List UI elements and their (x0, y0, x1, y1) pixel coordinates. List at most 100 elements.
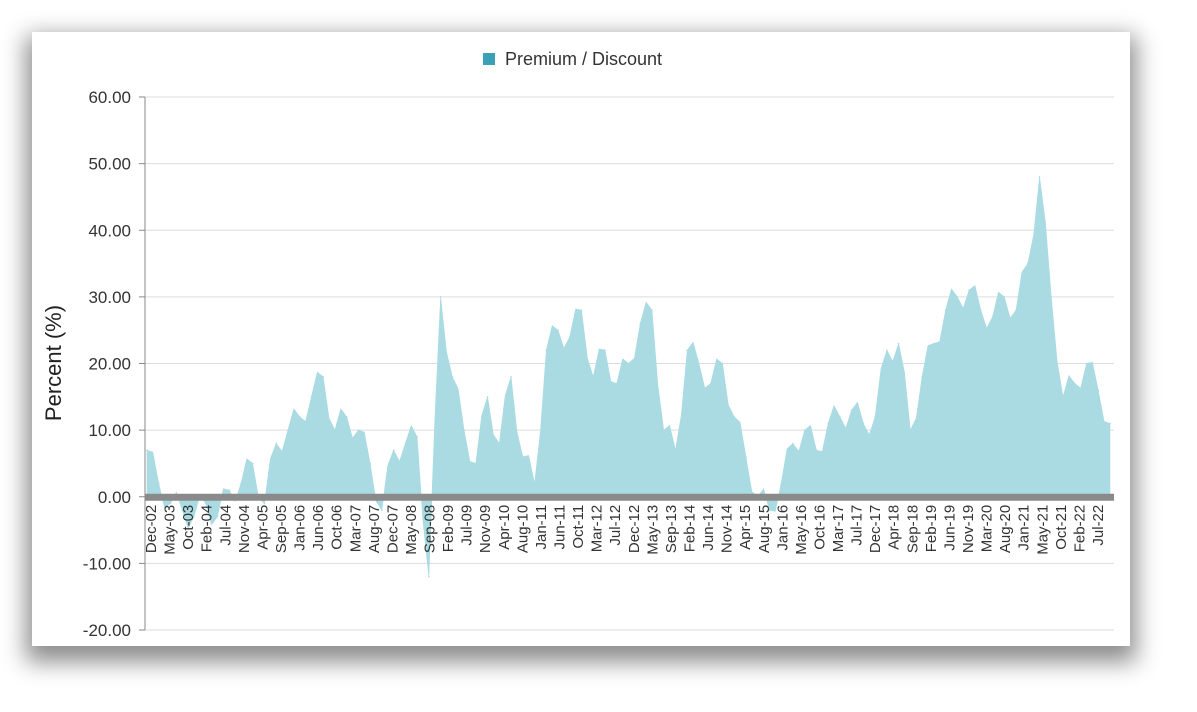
data-point (662, 429, 665, 431)
x-tick-label: Jul-22 (1090, 505, 1107, 546)
data-point (874, 416, 876, 418)
x-tick-label: Oct-16 (811, 505, 828, 550)
x-tick-label: Jul-17 (849, 505, 866, 546)
x-tick-label: Sep-13 (663, 505, 680, 553)
data-point (1050, 296, 1053, 298)
data-point (1038, 176, 1041, 178)
data-point (580, 309, 583, 312)
x-tick-label: Jun-11 (552, 505, 569, 550)
data-point (345, 416, 348, 418)
x-tick-label: Jun-06 (310, 505, 327, 551)
x-tick-label: Apr-15 (737, 505, 754, 550)
data-point (522, 455, 524, 458)
data-point (204, 502, 207, 505)
x-tick-label: Oct-21 (1053, 505, 1070, 550)
x-tick-label: Dec-17 (867, 505, 884, 553)
data-point (886, 349, 888, 351)
x-axis-band (145, 493, 1114, 501)
data-point (733, 416, 735, 418)
data-point (839, 416, 841, 418)
legend-label: Premium / Discount (505, 49, 662, 69)
data-point (1085, 362, 1088, 365)
data-point (193, 515, 195, 518)
data-point (334, 429, 336, 431)
data-point (146, 449, 148, 451)
x-tick-label: May-13 (644, 505, 661, 555)
data-point (1097, 389, 1100, 391)
data-point (486, 396, 489, 398)
data-point (780, 482, 782, 485)
x-tick-label: May-03 (162, 505, 179, 555)
data-point (1062, 396, 1064, 398)
data-point (768, 509, 771, 511)
y-tick-label: 30.00 (88, 288, 131, 307)
x-tick-label: Feb-09 (440, 505, 457, 553)
data-point (181, 509, 184, 511)
data-point (862, 422, 865, 425)
y-tick-label: 50.00 (88, 155, 131, 174)
data-point (1003, 296, 1006, 298)
data-point (310, 396, 313, 398)
data-point (228, 489, 231, 491)
x-tick-label: Oct-03 (180, 505, 197, 550)
x-tick-label: Aug-20 (997, 505, 1014, 553)
x-axis-ticks: Dec-02 May-03 Oct-03 Feb-04 Jul-04 Nov-04 Apr-… (143, 505, 1107, 555)
x-tick-label: Dec-07 (384, 505, 401, 553)
x-tick-label: Dec-02 (143, 505, 160, 553)
data-point (1109, 422, 1111, 425)
data-point (1026, 262, 1029, 265)
x-tick-label: Jun-19 (941, 505, 958, 551)
x-tick-label: Aug-15 (756, 505, 773, 553)
x-tick-label: Jul-04 (217, 505, 234, 546)
chart-card: Premium / Discount Percent (%) 60.00 50.0… (32, 32, 1130, 646)
y-tick-label: 60.00 (88, 88, 131, 107)
x-tick-label: Dec-12 (626, 505, 643, 553)
x-tick-label: Apr-10 (496, 505, 513, 550)
x-tick-label: Feb-22 (1071, 505, 1088, 553)
x-tick-label: Jul-12 (607, 505, 624, 546)
data-point (1073, 382, 1076, 385)
x-tick-label: Nov-04 (236, 505, 253, 553)
data-point (545, 349, 548, 351)
y-tick-label: 0.00 (98, 488, 131, 507)
x-tick-label: Aug-07 (366, 505, 383, 553)
plot-area (146, 176, 1111, 578)
legend[interactable]: Premium / Discount (483, 49, 662, 69)
data-point (745, 455, 747, 458)
axes (144, 97, 1114, 630)
data-point (510, 376, 512, 378)
data-point (721, 362, 724, 365)
data-point (498, 442, 501, 445)
data-point (357, 429, 360, 431)
x-tick-label: Apr-18 (886, 505, 903, 550)
data-point (263, 502, 266, 505)
premium-discount-chart: Premium / Discount Percent (%) 60.00 50.0… (41, 49, 1114, 640)
x-tick-label: Feb-14 (681, 505, 698, 553)
data-point (604, 349, 606, 351)
data-point (251, 462, 254, 465)
data-point (439, 296, 442, 298)
data-point (897, 342, 900, 345)
data-point (275, 442, 277, 445)
data-point (216, 515, 219, 518)
x-tick-label: Feb-19 (923, 505, 940, 553)
x-tick-label: Mar-07 (347, 505, 364, 553)
data-point (909, 429, 912, 431)
y-tick-label: -20.00 (83, 621, 131, 640)
data-point (463, 429, 465, 431)
data-point (169, 502, 172, 505)
data-point (815, 449, 818, 451)
y-axis-title: Percent (%) (41, 305, 66, 421)
x-tick-label: May-16 (793, 505, 810, 555)
x-tick-label: Sep-18 (904, 505, 921, 553)
data-point (287, 429, 289, 431)
data-point (369, 462, 371, 465)
x-tick-label: Jul-09 (459, 505, 476, 546)
legend-swatch (483, 53, 495, 65)
data-point (639, 322, 642, 325)
data-point (1015, 309, 1017, 312)
data-point (709, 382, 712, 385)
y-tick-label: 20.00 (88, 355, 131, 374)
x-tick-label: May-08 (403, 505, 420, 555)
x-tick-label: Nov-09 (477, 505, 494, 553)
